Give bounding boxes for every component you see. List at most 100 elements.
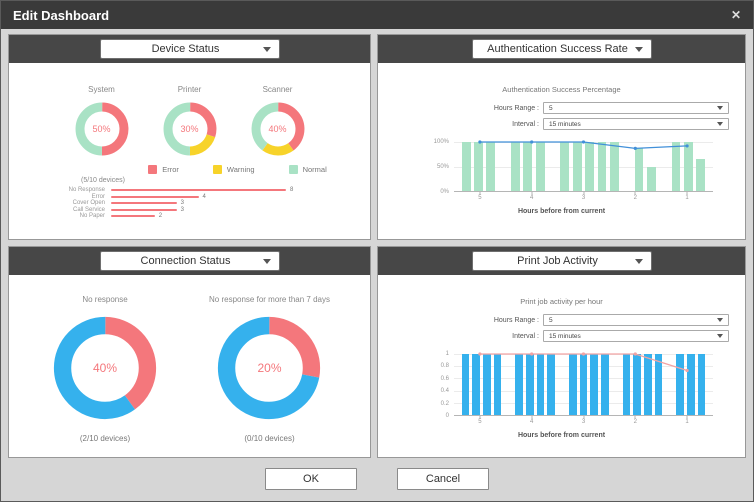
bar [572, 142, 582, 191]
plot-area [454, 140, 713, 192]
print-x-axis-title: Hours before from current [517, 432, 606, 439]
close-icon[interactable]: ✕ [730, 8, 741, 22]
donut-svg [251, 102, 304, 156]
bar-slot [621, 354, 632, 415]
plot-area [454, 352, 713, 416]
bar-slot [670, 142, 682, 191]
dialog-footer: OK Cancel [1, 468, 753, 490]
panel-auth-success: Authentication Success Rate Authenticati… [377, 34, 746, 240]
bar-slot [653, 354, 664, 415]
title-bar: Edit Dashboard ✕ [1, 1, 753, 29]
print-chart-title: Print job activity per hour [520, 297, 603, 306]
bar [590, 354, 599, 415]
bar-slot [557, 354, 568, 415]
auth-success-chart: 100% 50% 0% 5 4 3 2 1 [378, 139, 745, 203]
plot-area-wrap: 5 4 3 2 1 [454, 352, 713, 427]
bar-slot [546, 354, 557, 415]
chevron-down-icon [717, 122, 723, 126]
legend-item: Error [148, 165, 179, 174]
selector-label: Authentication Success Rate [487, 43, 628, 55]
bar-slot [658, 142, 670, 191]
dialog-title: Edit Dashboard [13, 7, 110, 23]
auth-selector[interactable]: Authentication Success Rate [471, 39, 652, 59]
bar-slot [696, 354, 707, 415]
x-tick-label: 5 [478, 419, 482, 425]
donut-chart: No response for more than 7 days 20% (0/10… [209, 295, 330, 443]
donut-center-value: 30% [180, 124, 199, 134]
print-interval-select[interactable]: 15 minutes [543, 330, 729, 342]
hbar-row: Cover Open 3 [15, 200, 370, 207]
gridline [454, 166, 713, 168]
hbar-value: 8 [290, 187, 294, 194]
auth-interval-select[interactable]: 15 minutes [543, 118, 729, 130]
cancel-button[interactable]: Cancel [397, 468, 489, 490]
print-selector[interactable]: Print Job Activity [471, 251, 652, 271]
hours-range-row: Hours Range : 5 [378, 102, 729, 114]
x-tick-label: 3 [581, 419, 586, 425]
bar [646, 166, 656, 191]
x-tick-label: 4 [530, 195, 534, 201]
chevron-down-icon [262, 258, 271, 264]
x-tick-label: 3 [581, 195, 586, 201]
device-status-selector[interactable]: Device Status [99, 39, 280, 59]
donut-svg [75, 102, 128, 156]
bar-slot [682, 142, 694, 191]
chevron-down-icon [717, 318, 723, 322]
chevron-down-icon [262, 46, 271, 52]
hbar-row: Call Service 3 [15, 207, 370, 214]
donut-caption: (0/10 devices) [244, 434, 295, 443]
connection-selector[interactable]: Connection Status [99, 251, 280, 271]
connection-header: Connection Status [9, 247, 370, 275]
bar-slot [610, 354, 621, 415]
donut-chart: System 50% [73, 85, 131, 158]
select-value: 5 [549, 104, 553, 112]
donut-svg [218, 316, 321, 420]
bar [472, 354, 480, 415]
print-hours-range-select[interactable]: 5 [543, 314, 729, 326]
donut-ring: 30% [161, 100, 219, 158]
auth-hours-range-select[interactable]: 5 [543, 102, 729, 114]
bar [568, 354, 577, 415]
ok-button[interactable]: OK [265, 468, 357, 490]
bar [523, 142, 533, 191]
x-tick-mark [479, 192, 481, 195]
hbar-track: 3 [111, 200, 370, 206]
donut-center-value: 40% [93, 361, 118, 375]
hbar-track: 4 [111, 194, 370, 200]
legend-label: Normal [302, 165, 327, 174]
bar-slot [485, 142, 497, 191]
x-tick-label: 5 [478, 195, 482, 201]
auth-header: Authentication Success Rate [378, 35, 745, 63]
device-status-body: System 50% Printer 30% Scanner 40% Error Warni… [9, 63, 370, 239]
donut-title: Scanner [262, 85, 293, 94]
bar-slot [472, 142, 484, 191]
donut-chart: Printer 30% [161, 85, 219, 158]
hbar-track: 8 [111, 187, 370, 193]
bar [511, 142, 520, 191]
x-tick-label: 1 [685, 195, 689, 201]
bar-slot [645, 142, 657, 191]
select-value: 15 minutes [549, 120, 581, 128]
bar [547, 354, 556, 415]
bar [111, 189, 286, 192]
bar [585, 142, 595, 191]
select-value: 15 minutes [549, 332, 581, 340]
bar-slot [578, 354, 589, 415]
donut-svg [53, 316, 157, 420]
bar [696, 159, 706, 191]
print-job-chart: 1 0.8 0.6 0.4 0.2 0 5 4 3 2 1 [378, 351, 745, 427]
y-tick-label: 50% [436, 164, 449, 170]
hbar-row: No Paper 2 [15, 213, 370, 220]
auth-body: Authentication Success Percentage Hours … [378, 63, 745, 239]
bar-slot [675, 354, 686, 415]
legend-label: Error [162, 165, 179, 174]
connection-donut-charts: No response 40% (2/10 devices) No response … [9, 295, 370, 443]
panel-connection-status: Connection Status No response 40% (2/10 de… [8, 246, 371, 458]
bar-slot [571, 142, 583, 191]
bar-slot [608, 142, 620, 191]
hours-range-label: Hours Range : [493, 316, 539, 324]
device-status-legend: Error Warning Normal [57, 165, 370, 174]
auth-chart-title: Authentication Success Percentage [502, 85, 621, 94]
bar [579, 354, 588, 415]
